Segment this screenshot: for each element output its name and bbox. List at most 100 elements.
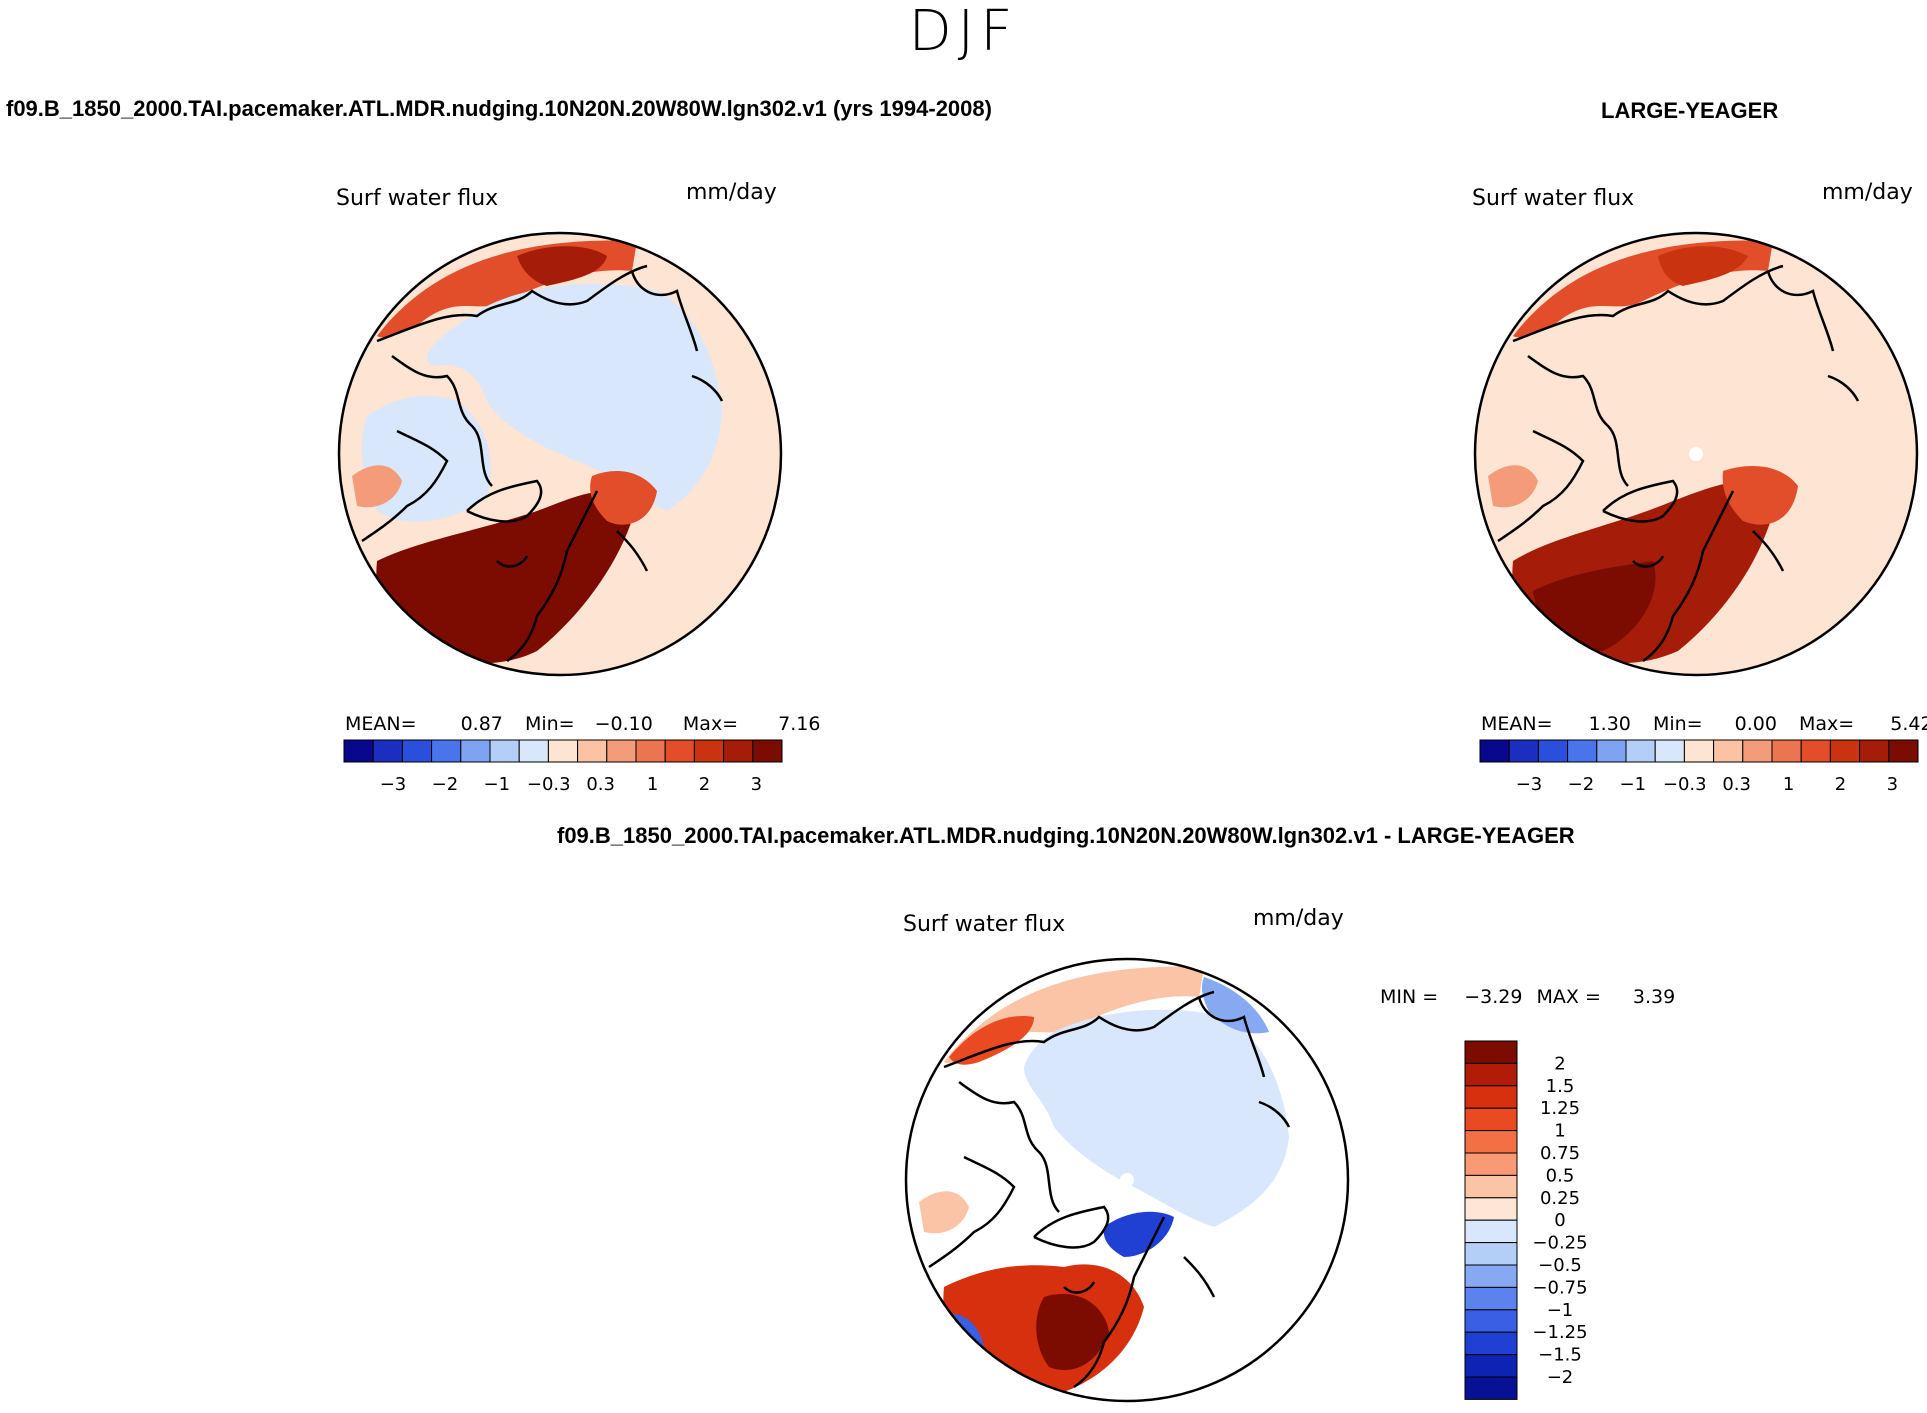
colorbar-box--0.6 [1625, 739, 1656, 763]
colorbar-box--2 [401, 739, 433, 763]
obs-min-value: 0.00 [1734, 713, 1777, 735]
diff-colorbar-tick-label: 1.25 [1540, 1098, 1580, 1119]
diff-colorbar-tick-label: 1 [1554, 1121, 1565, 1142]
obs-mean-label: MEAN= [1481, 713, 1553, 735]
diff-colorbar-box [1464, 1376, 1518, 1400]
model-run-title: f09.B_1850_2000.TAI.pacemaker.ATL.MDR.nu… [6, 96, 992, 121]
diff-colorbar-tick-label: −0.75 [1532, 1277, 1587, 1298]
diff-arctic-negative [1024, 1009, 1289, 1227]
colorbar-tick-label: 2 [699, 774, 710, 795]
colorbar-tick-label: −0.3 [1663, 774, 1707, 795]
season-title: DJF [908, 0, 1019, 64]
colorbar-box--1 [1596, 739, 1627, 763]
diff-colorbar-tick-label: 2 [1554, 1053, 1565, 1074]
model-pacific-maximum [517, 246, 607, 286]
model-atlantic-maximum [376, 491, 637, 664]
colorbar-box-0.6 [606, 739, 637, 763]
diff-colorbar-box [1464, 1309, 1518, 1333]
diff-units-label: mm/day [1253, 906, 1344, 931]
diff-pacific-positive [944, 966, 1204, 1064]
diff-colorbar-box [1464, 1286, 1518, 1311]
colorbar-box-1 [635, 739, 666, 763]
diff-colorbar-box [1464, 1085, 1518, 1109]
diff-colorbar-tick-label: −1 [1547, 1300, 1574, 1321]
obs-units-label: mm/day [1822, 180, 1913, 205]
obs-min-label: Min= [1652, 713, 1703, 735]
colorbar-box-1.5 [1800, 739, 1831, 763]
diff-colorbar-box [1464, 1331, 1518, 1356]
model-mean-value: 0.87 [460, 713, 503, 735]
diff-colorbar-box [1464, 1174, 1518, 1199]
colorbar-box-0.3 [1713, 739, 1744, 763]
diff-max-value: 3.39 [1632, 986, 1676, 1008]
diff-colorbar-box [1464, 1219, 1518, 1244]
colorbar-box-1.5 [664, 739, 695, 763]
diff-colorbar-tick-label: 0.5 [1546, 1165, 1575, 1186]
difference-title: f09.B_1850_2000.TAI.pacemaker.ATL.MDR.nu… [557, 823, 1575, 848]
diff-colorbar-box [1464, 1354, 1518, 1378]
colorbar-box-2 [693, 739, 725, 763]
diff-colorbar-tick-label: −2 [1547, 1367, 1574, 1388]
obs-mean-value: 1.30 [1588, 713, 1631, 735]
diff-stats: MIN = −3.29 MAX = 3.39 [1380, 986, 1675, 1008]
diff-colorbar-box [1464, 1197, 1518, 1221]
colorbar-tick-label: −2 [432, 774, 459, 795]
model-max-label: Max= [682, 713, 739, 735]
colorbar-box--1.5 [1567, 739, 1598, 763]
colorbar-tick-label: −1 [484, 774, 511, 795]
diff-colorbar-tick-label: 0.75 [1540, 1143, 1580, 1164]
diff-colorbar-tick-label: 0 [1554, 1210, 1565, 1231]
colorbar-tick-label: 1 [647, 774, 658, 795]
colorbar-tick-label: −3 [1516, 774, 1543, 795]
model-nordic-seas-positive [590, 471, 657, 525]
colorbar-box-2.5 [1859, 739, 1890, 763]
diff-colorbar-tick-label: 1.5 [1546, 1076, 1575, 1097]
diff-colorbar-box [1464, 1130, 1518, 1154]
obs-pacific-core [1658, 246, 1748, 286]
difference-colorbar: 21.51.2510.750.50.250−0.25−0.5−0.75−1−1.… [1464, 1040, 1588, 1400]
obs-atlantic-core [1533, 561, 1656, 651]
colorbar-box--2.5 [1508, 739, 1539, 763]
colorbar-box-0 [1683, 739, 1715, 763]
obs-variable-label: Surf water flux [1472, 186, 1635, 211]
obs-max-label: Max= [1798, 713, 1855, 735]
colorbar-tick-label: 0.3 [586, 774, 615, 795]
model-map-border [337, 231, 783, 677]
diff-coastlines [928, 990, 1291, 1389]
colorbar-tick-label: 3 [1887, 774, 1898, 795]
model-max-value: 7.16 [778, 713, 821, 735]
colorbar-tick-label: −0.3 [527, 774, 571, 795]
model-arctic-negative [427, 283, 722, 511]
colorbar-box--1.5 [431, 739, 462, 763]
colorbar-box-0.3 [577, 739, 608, 763]
diff-variable-label: Surf water flux [903, 912, 1066, 937]
diff-min-label: MIN = [1380, 986, 1439, 1008]
obs-colorbar: −3 −2 −1 −0.3 0.3 1 2 3 [1479, 739, 1919, 795]
model-alaska-positive [352, 465, 402, 508]
diff-max-label: MAX = [1536, 986, 1601, 1008]
model-colorbar: −3 −2 −1 −0.3 0.3 1 2 3 [343, 739, 783, 795]
diff-atlantic-core [1036, 1293, 1109, 1371]
model-min-label: Min= [524, 713, 575, 735]
diff-map-border [904, 957, 1350, 1403]
colorbar-box-0 [547, 739, 579, 763]
obs-alaska-positive [1488, 465, 1538, 508]
obs-pole-hole [1689, 447, 1703, 461]
model-polar-map [337, 231, 783, 677]
diff-colorbar-tick-label: −0.25 [1532, 1233, 1587, 1254]
colorbar-box--0.3 [1654, 739, 1685, 763]
colorbar-box-3 [1888, 739, 1919, 763]
colorbar-box--0.6 [489, 739, 520, 763]
obs-dataset-title: LARGE-YEAGER [1601, 98, 1779, 123]
colorbar-box-0.6 [1742, 739, 1773, 763]
diff-colorbar-box [1464, 1152, 1518, 1176]
diff-pacific-core [949, 1016, 1034, 1065]
diff-pole-hole [1120, 1173, 1134, 1187]
diff-colorbar-tick-label: −0.5 [1538, 1255, 1582, 1276]
diff-colorbar-box [1464, 1062, 1518, 1087]
model-mean-label: MEAN= [345, 713, 417, 735]
colorbar-tick-label: 0.3 [1722, 774, 1751, 795]
obs-max-value: 5.42 [1890, 713, 1927, 735]
obs-coastlines [1497, 264, 1860, 663]
model-units-label: mm/day [686, 180, 777, 205]
